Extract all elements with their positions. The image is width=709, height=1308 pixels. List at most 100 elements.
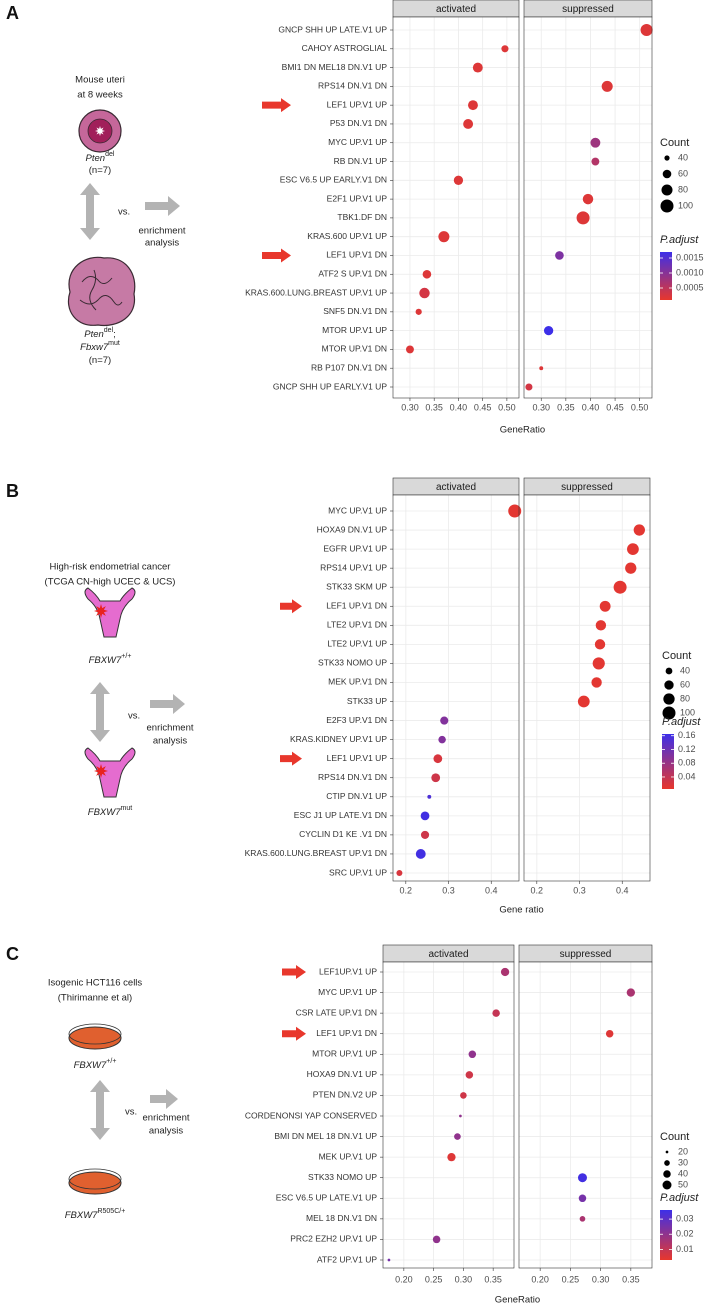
facet-title: activated [436, 482, 476, 493]
x-tick-label: 0.20 [531, 1274, 549, 1284]
facet-title: suppressed [561, 482, 613, 493]
dot [576, 211, 590, 225]
dot [472, 62, 483, 73]
size-key [665, 667, 673, 675]
group-label-part: R505C/+ [97, 1208, 125, 1215]
size-key-label: 30 [678, 1157, 688, 1167]
group-label-part: (n=7) [89, 165, 111, 176]
dot [582, 193, 594, 205]
dot [595, 620, 607, 631]
x-tick-label: 0.40 [582, 402, 600, 412]
tumor-icon [94, 764, 108, 778]
dot [525, 383, 533, 391]
illustration-title: High-risk endometrial cancer [50, 562, 171, 573]
dot [508, 504, 522, 518]
highlight-arrow [262, 248, 291, 263]
category-label: STK33 NOMO UP [318, 658, 387, 668]
size-key-label: 40 [680, 665, 690, 675]
category-label: MYC UP.V1 UP [328, 505, 387, 515]
facet-title: suppressed [560, 949, 612, 960]
x-tick-label: 0.45 [606, 402, 624, 412]
category-label: CSR LATE UP.V1 DN [296, 1007, 377, 1017]
dot [543, 325, 554, 336]
category-label: STK33 UP [347, 696, 387, 706]
group-label-part: del [105, 151, 115, 158]
dot [433, 754, 443, 764]
size-key-label: 60 [680, 679, 690, 689]
category-label: HOXA9 DN.V1 UP [317, 524, 388, 534]
plot-panel [524, 495, 650, 881]
panel-border [523, 494, 651, 882]
dot [605, 1029, 614, 1038]
dish-icon [68, 1026, 122, 1050]
category-label: RB P107 DN.V1 DN [311, 362, 387, 372]
tumor-icon [95, 126, 105, 136]
uterus-icon [84, 747, 136, 798]
plot-panel [383, 962, 514, 1268]
category-label: MEL 18 DN.V1 DN [306, 1213, 377, 1223]
dot [406, 345, 414, 354]
highlight-arrow [282, 965, 306, 979]
size-legend-title: Count [662, 650, 691, 662]
dot [640, 23, 653, 37]
x-axis-title: Gene ratio [499, 905, 543, 916]
size-key [661, 184, 673, 196]
category-label: ESC V6.5 UP LATE.V1 UP [276, 1193, 378, 1203]
uterus-folds [79, 269, 123, 311]
category-label: KRAS.600.LUNG.BREAST UP.V1 DN [245, 848, 387, 858]
x-tick-label: 0.30 [401, 402, 419, 412]
category-label: RPS14 DN.V1 DN [318, 772, 387, 782]
method-label: enrichment [143, 1113, 190, 1124]
highlight-arrow [282, 1026, 306, 1041]
plot-panel [524, 17, 652, 398]
x-tick-label: 0.2 [531, 885, 544, 895]
group-label-part: ; [113, 329, 116, 340]
category-label: GNCP SHH UP LATE.V1 UP [278, 24, 387, 34]
size-key [664, 155, 670, 161]
category-label: LTE2 UP.V1 UP [327, 639, 387, 649]
category-label: RPS14 DN.V1 DN [318, 81, 387, 91]
size-key-label: 100 [680, 707, 695, 717]
highlight-arrow [280, 751, 302, 766]
size-legend-title: Count [660, 1131, 689, 1143]
category-label: KRAS.KIDNEY UP.V1 UP [290, 734, 387, 744]
category-label: MEK UP.V1 DN [328, 677, 387, 687]
category-label: STK33 NOMO UP [308, 1172, 377, 1182]
illustration-title: Isogenic HCT116 cells [48, 978, 143, 989]
analysis-arrow [145, 196, 180, 216]
x-tick-label: 0.3 [442, 885, 455, 895]
category-label: RB DN.V1 UP [334, 156, 388, 166]
group-label-part: +/+ [106, 1058, 116, 1065]
size-key-label: 20 [678, 1146, 688, 1156]
dot [427, 794, 432, 799]
category-label: LEF1 UP.V1 DN [316, 1028, 377, 1038]
double-arrow [80, 183, 100, 240]
size-key [664, 680, 674, 690]
x-tick-label: 0.50 [498, 402, 516, 412]
analysis-arrow [150, 1089, 178, 1109]
dot [577, 695, 590, 708]
category-label: RPS14 UP.V1 UP [320, 562, 387, 572]
category-label: MTOR UP.V1 DN [322, 344, 387, 354]
group-label-part: del [104, 327, 114, 334]
facet-title: activated [436, 4, 476, 15]
dot [579, 1216, 586, 1222]
dot [453, 175, 464, 185]
color-tick-label: 0.0015 [676, 252, 704, 262]
double-arrow [90, 1080, 110, 1140]
size-key-label: 100 [678, 200, 693, 210]
category-label: CAHOY ASTROGLIAL [302, 43, 388, 53]
category-label: KRAS.600 UP.V1 UP [307, 231, 387, 241]
category-label: GNCP SHH UP EARLY.V1 UP [273, 381, 387, 391]
x-tick-label: 0.30 [592, 1274, 610, 1284]
method-label: enrichment [139, 226, 186, 237]
tumor-icon [94, 604, 108, 618]
size-key-label: 80 [678, 184, 688, 194]
group-label: (n=7) [89, 355, 111, 366]
category-label: TBK1.DF DN [337, 212, 387, 222]
color-tick-label: 0.16 [678, 730, 696, 740]
category-label: ESC J1 UP LATE.V1 DN [294, 810, 387, 820]
uterus-icon [84, 587, 136, 638]
group-label: FBXW7+/+ [74, 1058, 117, 1071]
